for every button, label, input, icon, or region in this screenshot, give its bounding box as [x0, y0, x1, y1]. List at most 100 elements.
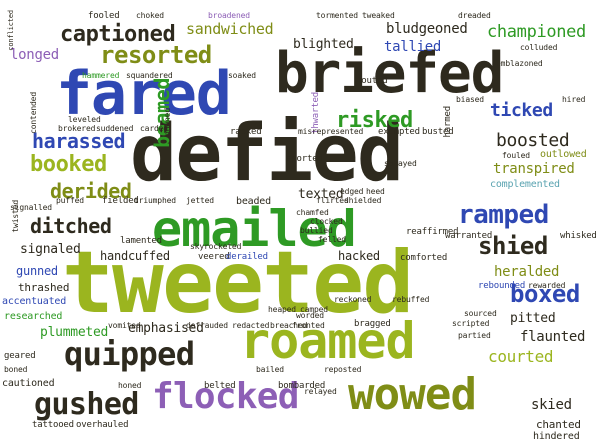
word-courted: courted: [488, 347, 554, 366]
word-flocked: flocked: [152, 376, 299, 417]
word-fouled: fouled: [502, 151, 530, 160]
word-sourced: sourced: [464, 309, 497, 318]
word-rebuffed: rebuffed: [392, 295, 430, 304]
word-relayed: relayed: [304, 387, 337, 396]
word-boxed: boxed: [510, 280, 580, 308]
word-fronted: fronted: [292, 321, 325, 330]
word-flaunted: flaunted: [520, 329, 586, 345]
word-misrepresented: misrepresented: [298, 127, 364, 136]
word-whisked: whisked: [560, 231, 596, 241]
word-partied: partied: [458, 331, 491, 340]
word-scripted: scripted: [452, 319, 490, 328]
word-transpired: transpired: [493, 161, 575, 177]
word-briefed: briefed: [275, 41, 504, 106]
word-defied: defied: [130, 109, 404, 199]
word-harmed: harmed: [443, 106, 453, 138]
word-rewarded: rewarded: [528, 281, 566, 290]
word-belted: belted: [204, 381, 236, 391]
word-roamed: roamed: [240, 312, 416, 370]
word-shied: shied: [478, 232, 548, 260]
word-comforted: comforted: [400, 253, 448, 263]
word-fielded: fielded: [102, 196, 139, 206]
word-plummeted: plummeted: [40, 325, 109, 340]
word-fooled: fooled: [88, 11, 120, 21]
word-shielded: shielded: [344, 196, 382, 205]
word-defrauded: defrauded: [186, 321, 228, 330]
word-colluded: colluded: [520, 43, 558, 52]
word-racked: racked: [230, 127, 262, 137]
word-heed: heed: [366, 187, 385, 196]
word-emblazoned: emblazoned: [496, 59, 543, 68]
word-dreaded: dreaded: [458, 11, 491, 20]
word-handcuffed: handcuffed: [100, 249, 170, 263]
word-longed: longed: [10, 47, 59, 63]
word-rebounded: rebounded: [478, 281, 526, 291]
word-warranted: warranted: [445, 231, 493, 241]
word-ditched: ditched: [30, 214, 112, 238]
word-tweeted: tweeted: [62, 233, 414, 333]
word-redacted: redacted: [232, 321, 270, 330]
word-vomited: vomited: [108, 321, 141, 330]
word-puffed: puffed: [56, 196, 84, 205]
word-blighted: blighted: [293, 37, 354, 52]
word-derailed: derailed: [226, 252, 268, 262]
word-thrashed: thrashed: [18, 281, 70, 294]
word-brokered: brokered: [58, 124, 96, 133]
word-reckoned: reckoned: [334, 295, 372, 304]
word-honed: honed: [118, 381, 142, 390]
word-sandwiched: sandwiched: [186, 20, 274, 38]
word-researched: researched: [4, 311, 63, 322]
word-booked: booked: [30, 152, 107, 177]
word-harassed: harassed: [32, 129, 126, 153]
word-worded: worded: [296, 311, 324, 320]
word-signaled: signaled: [20, 242, 81, 257]
word-touted: touted: [356, 76, 388, 86]
word-tattooed: tattooed: [32, 420, 74, 430]
word-skied: skied: [531, 397, 572, 413]
word-camped: camped: [300, 305, 328, 314]
word-lamented: lamented: [120, 236, 162, 246]
word-gushed: gushed: [34, 387, 139, 422]
word-emailed: emailed: [152, 200, 357, 258]
word-complemented: complemented: [490, 179, 560, 190]
word-sprayed: sprayed: [384, 159, 417, 168]
word-risked: risked: [336, 108, 413, 133]
word-heaped: heaped: [268, 305, 296, 314]
word-tormented: tormented: [316, 11, 358, 20]
word-wowed: wowed: [348, 369, 477, 420]
word-triumphed: triumphed: [134, 196, 176, 205]
word-geared: geared: [4, 351, 36, 361]
word-boosted: boosted: [496, 130, 570, 151]
word-bailed: bailed: [256, 365, 284, 374]
word-captioned: captioned: [60, 22, 176, 47]
word-tweaked: tweaked: [362, 11, 395, 20]
word-gunned: gunned: [16, 264, 58, 278]
word-reaffirmed: reaffirmed: [406, 227, 459, 237]
word-contended: contended: [29, 92, 38, 134]
word-edged: edged: [340, 187, 364, 196]
word-bombarded: bombarded: [278, 381, 326, 391]
word-chanted: chanted: [536, 418, 581, 431]
word-signalled: signalled: [10, 203, 52, 212]
word-hindered: hindered: [533, 431, 580, 441]
word-choked: choked: [136, 11, 164, 20]
word-hammered: hammered: [82, 71, 120, 80]
word-ramped: ramped: [458, 200, 549, 230]
word-sported: sported: [286, 154, 323, 164]
word-biased: biased: [456, 95, 484, 104]
word-jetted: jetted: [186, 196, 214, 205]
word-boned: boned: [4, 365, 28, 374]
word-ticked: ticked: [490, 100, 553, 121]
word-squandered: squandered: [126, 71, 173, 80]
word-quipped: quipped: [64, 335, 195, 373]
word-cautioned: cautioned: [2, 378, 55, 389]
word-breached: breached: [270, 321, 308, 330]
word-accentuated: accentuated: [2, 296, 67, 307]
word-flirted: flirted: [316, 196, 349, 205]
word-skyrocketed: skyrocketed: [190, 242, 242, 251]
word-busted: busted: [422, 127, 454, 137]
word-bullied: bullied: [300, 226, 333, 235]
word-clocked: clocked: [310, 217, 343, 226]
word-soaked: soaked: [228, 71, 256, 80]
